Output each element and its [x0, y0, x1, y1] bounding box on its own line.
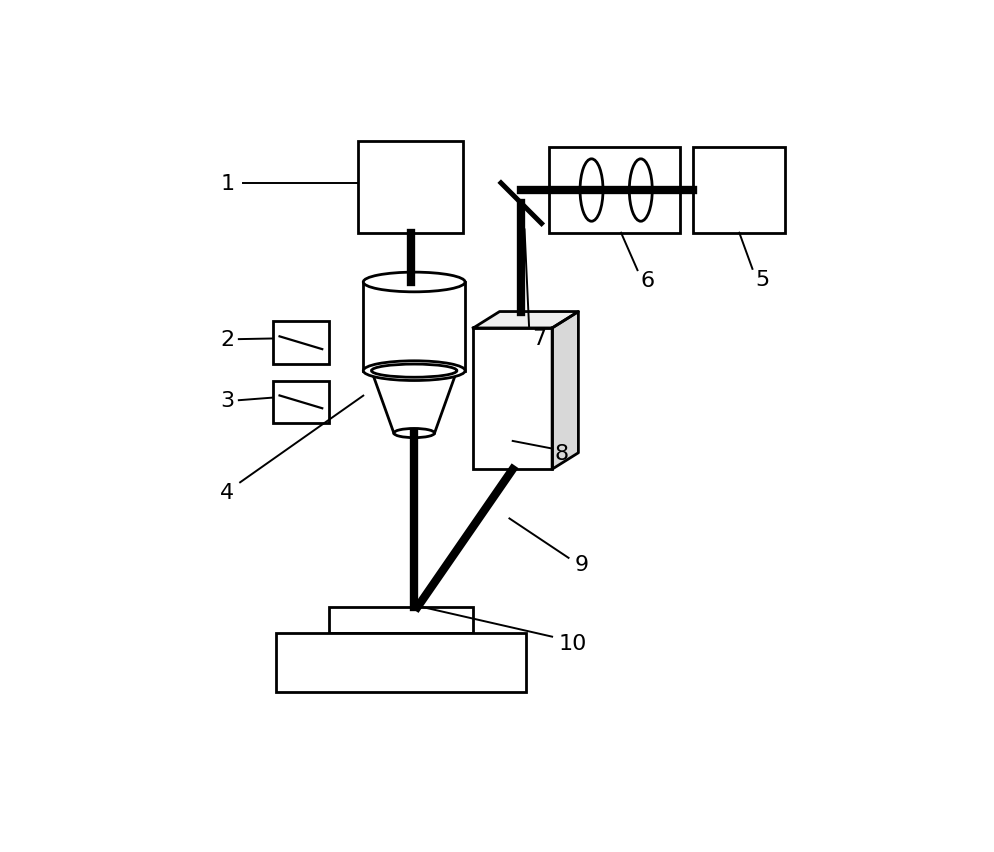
Text: 4: 4: [221, 482, 235, 503]
FancyBboxPatch shape: [273, 322, 329, 365]
Text: 1: 1: [221, 175, 235, 194]
FancyBboxPatch shape: [273, 381, 329, 423]
Polygon shape: [552, 312, 579, 469]
Bar: [363, 283, 465, 371]
Ellipse shape: [363, 361, 465, 381]
Text: 3: 3: [221, 391, 235, 411]
Text: 8: 8: [554, 443, 569, 463]
FancyBboxPatch shape: [473, 329, 552, 469]
FancyBboxPatch shape: [549, 148, 680, 233]
Text: 7: 7: [533, 328, 547, 348]
Text: 9: 9: [576, 555, 589, 575]
FancyBboxPatch shape: [694, 148, 785, 233]
Ellipse shape: [363, 273, 465, 292]
Text: 6: 6: [641, 271, 655, 291]
Polygon shape: [473, 312, 579, 329]
FancyBboxPatch shape: [329, 607, 473, 634]
Text: 2: 2: [221, 330, 235, 349]
Ellipse shape: [629, 159, 652, 222]
Ellipse shape: [580, 159, 603, 222]
Polygon shape: [372, 371, 457, 434]
Text: 10: 10: [559, 634, 587, 653]
Ellipse shape: [372, 365, 457, 377]
FancyBboxPatch shape: [276, 634, 526, 693]
Ellipse shape: [394, 429, 434, 438]
FancyBboxPatch shape: [359, 141, 463, 233]
Text: 5: 5: [755, 269, 770, 290]
